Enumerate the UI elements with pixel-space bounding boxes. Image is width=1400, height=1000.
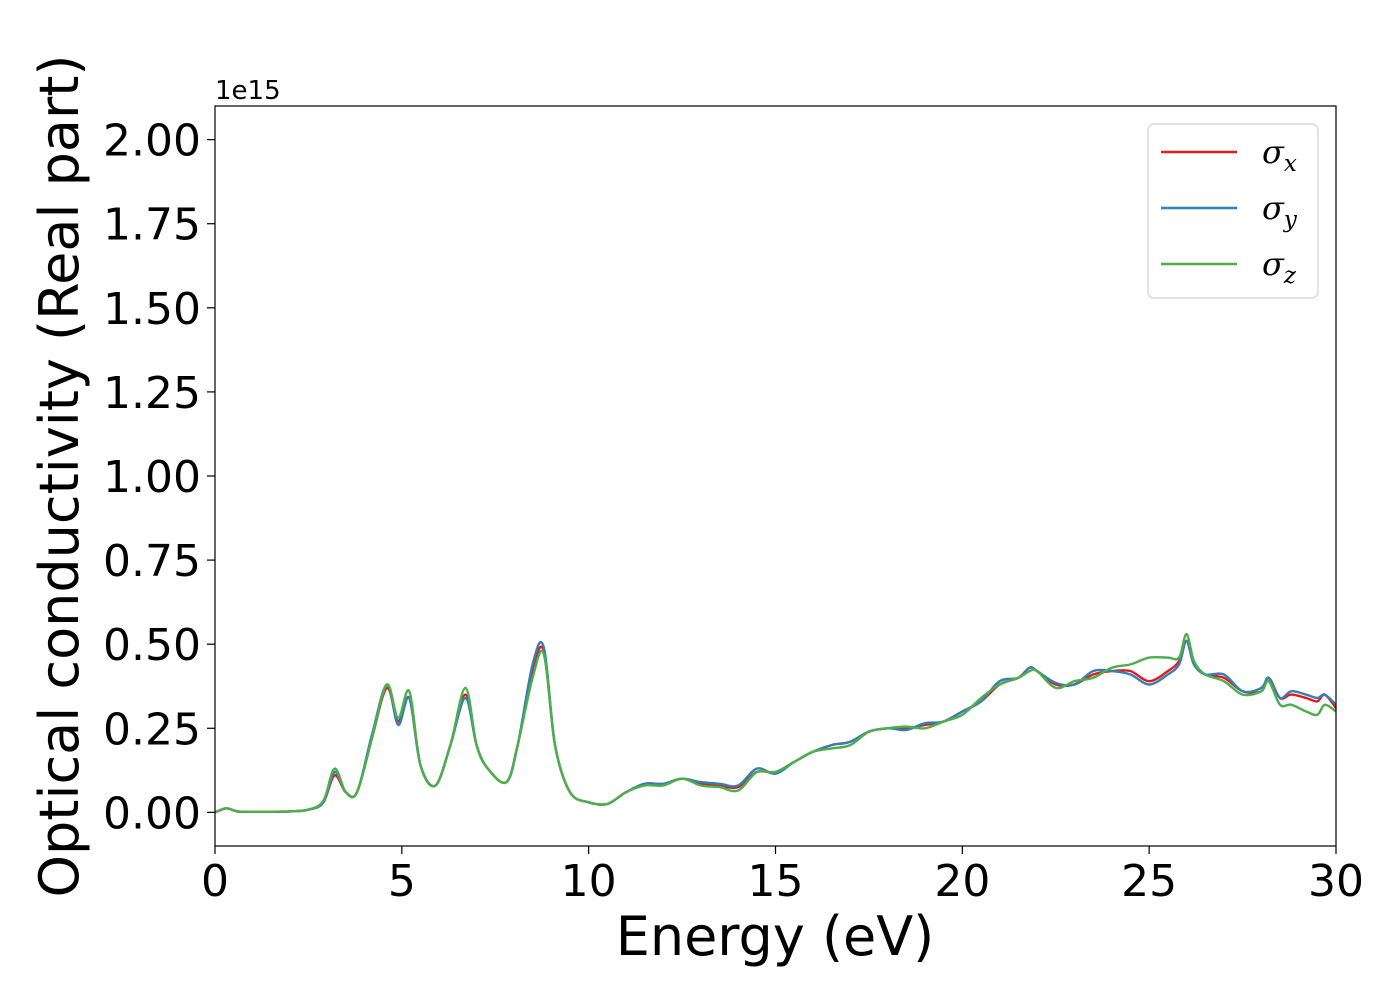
x-tick-label: 5 bbox=[388, 856, 416, 907]
x-tick-label: 10 bbox=[561, 856, 617, 907]
legend-frame bbox=[1147, 123, 1319, 299]
legend-label-x: σx bbox=[1262, 133, 1297, 177]
legend-label-z: σz bbox=[1262, 245, 1297, 289]
series-line-x bbox=[214, 639, 1337, 814]
y-tick-label: 1.25 bbox=[103, 368, 201, 419]
series-line-y bbox=[214, 639, 1337, 814]
y-multiplier: 1e15 bbox=[215, 76, 281, 106]
legend: σx σy σz bbox=[1147, 123, 1319, 299]
legend-label-y: σy bbox=[1262, 189, 1298, 233]
x-axis: 0 5 10 15 20 25 30 bbox=[201, 846, 1364, 907]
series-line-z bbox=[214, 632, 1337, 814]
y-axis-label: Optical conductivity (Real part) bbox=[28, 55, 91, 898]
series-layer bbox=[214, 632, 1337, 814]
x-tick-label: 15 bbox=[748, 856, 804, 907]
x-axis-label: Energy (eV) bbox=[616, 905, 935, 968]
x-tick-label: 0 bbox=[201, 856, 229, 907]
y-tick-label: 2.00 bbox=[103, 116, 201, 167]
y-tick-label: 0.75 bbox=[103, 536, 201, 587]
x-tick-label: 20 bbox=[934, 856, 990, 907]
y-tick-label: 0.25 bbox=[103, 704, 201, 755]
y-tick-label: 1.50 bbox=[103, 284, 201, 335]
y-tick-label: 1.75 bbox=[103, 200, 201, 251]
y-tick-label: 0.50 bbox=[103, 620, 201, 671]
x-tick-label: 25 bbox=[1121, 856, 1177, 907]
x-tick-label: 30 bbox=[1308, 856, 1364, 907]
y-tick-label: 0.00 bbox=[103, 788, 201, 839]
y-axis: 0.00 0.25 0.50 0.75 1.00 1.25 1.50 1.75 2.00 bbox=[103, 116, 215, 839]
y-tick-label: 1.00 bbox=[103, 452, 201, 503]
